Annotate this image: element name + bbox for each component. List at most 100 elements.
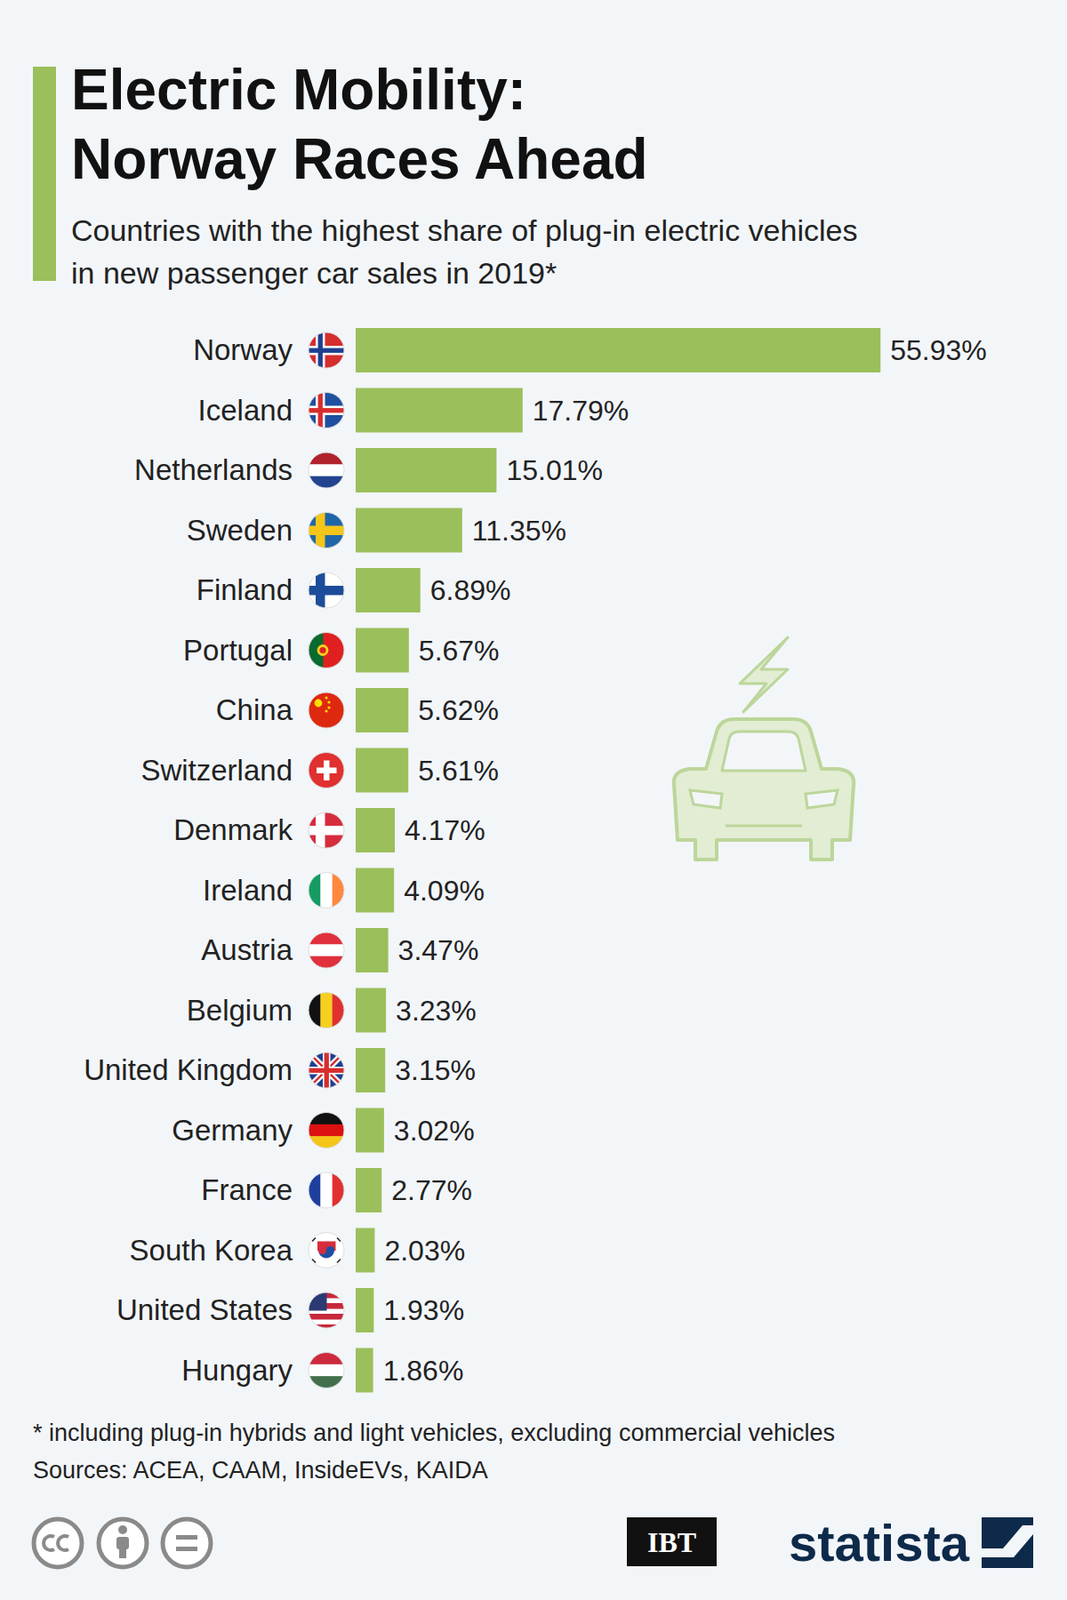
flag — [308, 633, 345, 670]
data-label: 3.23% — [395, 994, 477, 1027]
flag-part — [308, 1052, 345, 1090]
bar — [355, 808, 395, 853]
flag-outline — [308, 753, 345, 789]
flag — [308, 332, 345, 370]
data-label: 5.61% — [417, 754, 499, 787]
flag — [308, 873, 345, 910]
flag-part — [308, 1292, 345, 1330]
bar — [355, 928, 389, 973]
windshield — [722, 731, 806, 771]
bars — [355, 328, 881, 1394]
bar — [355, 688, 409, 733]
flag-part — [308, 1314, 345, 1321]
flag-outline — [308, 932, 345, 969]
flag-part — [308, 1172, 321, 1210]
bar — [355, 988, 386, 1034]
flag-outline — [308, 1233, 345, 1269]
car-body — [673, 719, 854, 860]
category-label: Portugal — [183, 633, 293, 667]
data-label: 5.62% — [417, 694, 499, 727]
flag — [308, 1353, 345, 1390]
flag-part — [308, 1364, 345, 1378]
flag-part — [308, 932, 345, 946]
flag-part — [308, 1068, 345, 1074]
flag-part — [308, 1052, 345, 1089]
flag-part — [308, 513, 345, 550]
flag-part — [308, 572, 345, 610]
bar — [355, 748, 409, 794]
flag-part — [316, 768, 337, 775]
bar — [355, 1288, 374, 1333]
flag — [308, 1052, 345, 1090]
car-icon — [673, 637, 854, 860]
accent-bar — [32, 66, 57, 281]
background — [0, 0, 1067, 1600]
chart: Electric Mobility:Norway Races AheadCoun… — [0, 0, 1067, 1600]
flag-part — [308, 873, 321, 910]
headlight — [805, 790, 838, 809]
data-label: 1.86% — [383, 1355, 465, 1388]
flag-part — [308, 993, 321, 1030]
flag-outline — [308, 993, 345, 1029]
flag-part — [308, 585, 345, 596]
bar — [355, 868, 394, 914]
category-label: Belgium — [186, 994, 293, 1027]
data-label: 3.15% — [394, 1054, 476, 1087]
flag-outline — [308, 332, 345, 369]
credit-logo: IBT — [647, 1526, 697, 1559]
category-label: Finland — [196, 573, 293, 607]
category-label: Netherlands — [134, 453, 293, 487]
data-label: 5.67% — [418, 634, 500, 667]
flag — [308, 932, 345, 970]
flag-part — [317, 644, 329, 657]
flag-part — [308, 332, 345, 370]
flag-part — [308, 393, 345, 430]
flag-part — [308, 1052, 345, 1089]
flag-outline — [308, 572, 345, 609]
flag-outline — [308, 393, 345, 429]
data-label: 11.35% — [472, 514, 567, 547]
flag — [308, 1292, 345, 1330]
flag-outline — [308, 1292, 345, 1329]
data-label: 4.17% — [404, 814, 486, 847]
licence-icon — [162, 1519, 211, 1568]
data-label: 55.93% — [890, 334, 987, 367]
flag — [308, 812, 345, 850]
bar — [355, 1048, 386, 1093]
data-label: 3.47% — [398, 934, 480, 967]
grille — [725, 825, 803, 828]
flag-part — [308, 408, 345, 413]
data-label: 3.02% — [393, 1115, 475, 1148]
flag-outline — [308, 513, 345, 549]
source: Sources: ACEA, CAAM, InsideEVs, KAIDA — [32, 1457, 489, 1485]
category-label: China — [216, 693, 294, 727]
category-label: United States — [116, 1293, 293, 1327]
data-label: 2.03% — [384, 1235, 466, 1268]
flag-outline — [308, 1113, 345, 1149]
flag-part — [327, 705, 330, 709]
headlight — [689, 790, 723, 809]
flag-outline — [308, 692, 345, 729]
bolt — [739, 637, 788, 713]
flag-part — [320, 873, 333, 910]
flag-part — [320, 1172, 333, 1210]
bar — [355, 1168, 382, 1213]
flag — [308, 692, 345, 730]
flag-outline — [308, 452, 345, 489]
data-label: 4.09% — [403, 874, 485, 907]
bar — [355, 1228, 375, 1274]
flag-part — [308, 1124, 345, 1138]
category-label: Austria — [200, 933, 293, 967]
flag-part — [308, 1052, 345, 1089]
flag — [308, 753, 345, 790]
data-label: 6.89% — [430, 574, 512, 607]
flag-part — [326, 1246, 335, 1255]
bar — [355, 508, 463, 554]
flag-part — [327, 700, 330, 704]
flag-part — [308, 464, 345, 477]
flag-part — [308, 692, 345, 730]
licence-icon — [98, 1519, 147, 1568]
flag-outline — [308, 633, 345, 669]
bar — [355, 1108, 385, 1154]
flag-part — [308, 348, 345, 353]
